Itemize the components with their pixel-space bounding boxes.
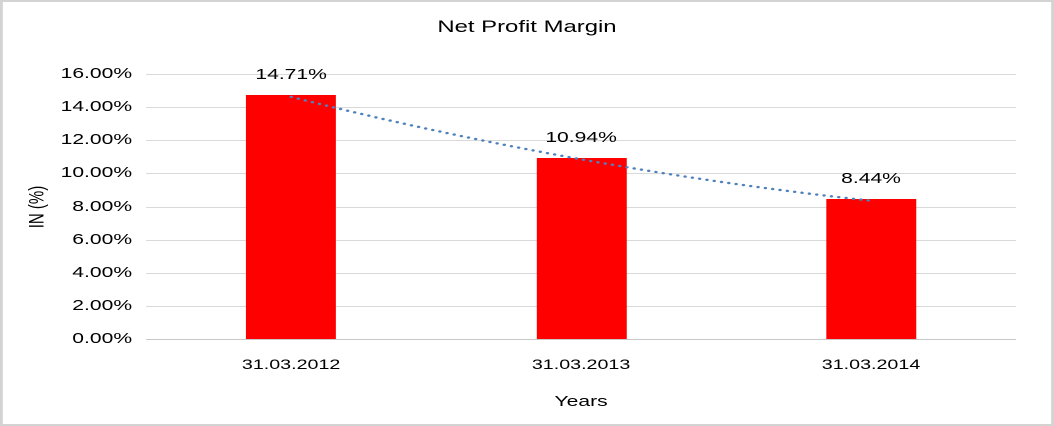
y-tick-label: 0.00% (72, 330, 133, 347)
y-tick-label: 12.00% (60, 131, 133, 149)
bar-value-label: 10.94% (545, 128, 617, 146)
chart-title: Net Profit Margin (437, 17, 617, 36)
bar-value-label: 14.71% (255, 66, 327, 84)
plot-area (146, 74, 1017, 340)
bar-value-label: 8.44% (841, 170, 901, 188)
x-axis-title: Years (554, 393, 608, 410)
y-tick-label: 4.00% (72, 263, 133, 281)
x-tick-label: 31.03.2012 (241, 356, 341, 372)
y-tick-label: 10.00% (60, 164, 133, 182)
trendline (289, 95, 873, 202)
gridline (146, 140, 1017, 142)
y-tick-label: 8.00% (72, 197, 133, 215)
y-tick-label: 16.00% (60, 65, 133, 82)
gridline (146, 107, 1017, 109)
y-tick-label: 2.00% (72, 296, 133, 314)
bar-31.03.2013 (536, 157, 627, 339)
bar-31.03.2014 (826, 199, 917, 339)
x-tick-label: 31.03.2014 (821, 356, 921, 372)
y-tick-label: 14.00% (60, 98, 133, 116)
gridline (146, 74, 1017, 75)
bar-31.03.2012 (246, 95, 337, 339)
y-tick-label: 6.00% (72, 230, 133, 248)
x-tick-label: 31.03.2013 (531, 356, 631, 372)
x-axis-line (146, 339, 1017, 340)
